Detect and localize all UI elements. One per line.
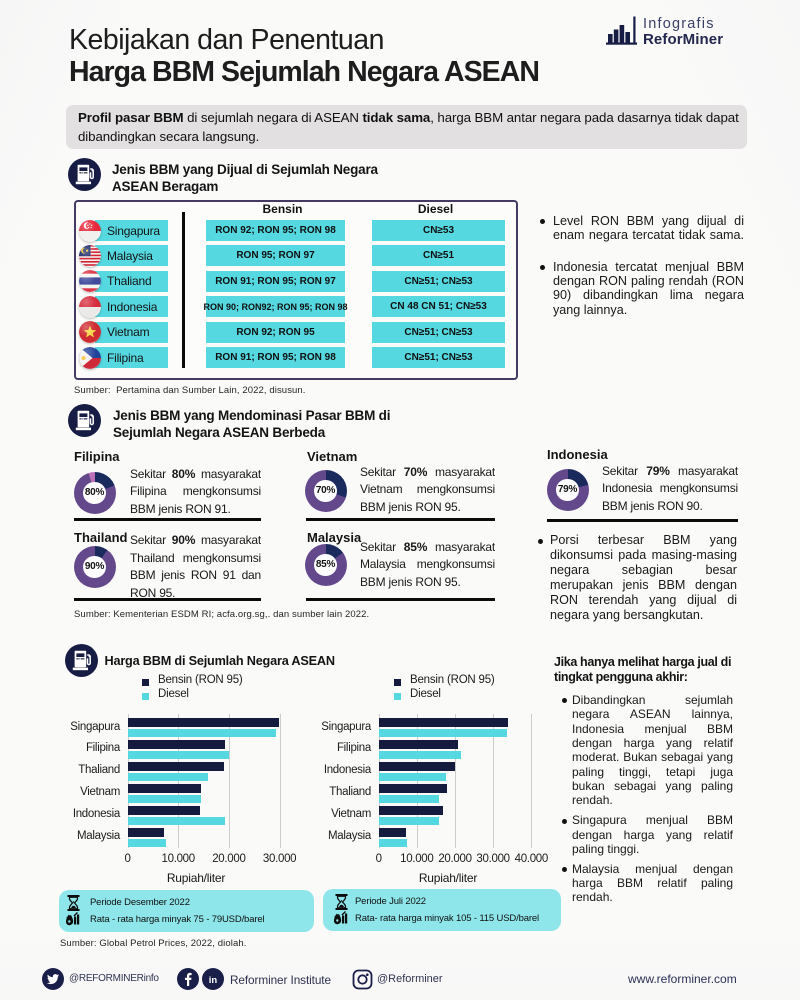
svg-text:in: in <box>209 975 218 986</box>
